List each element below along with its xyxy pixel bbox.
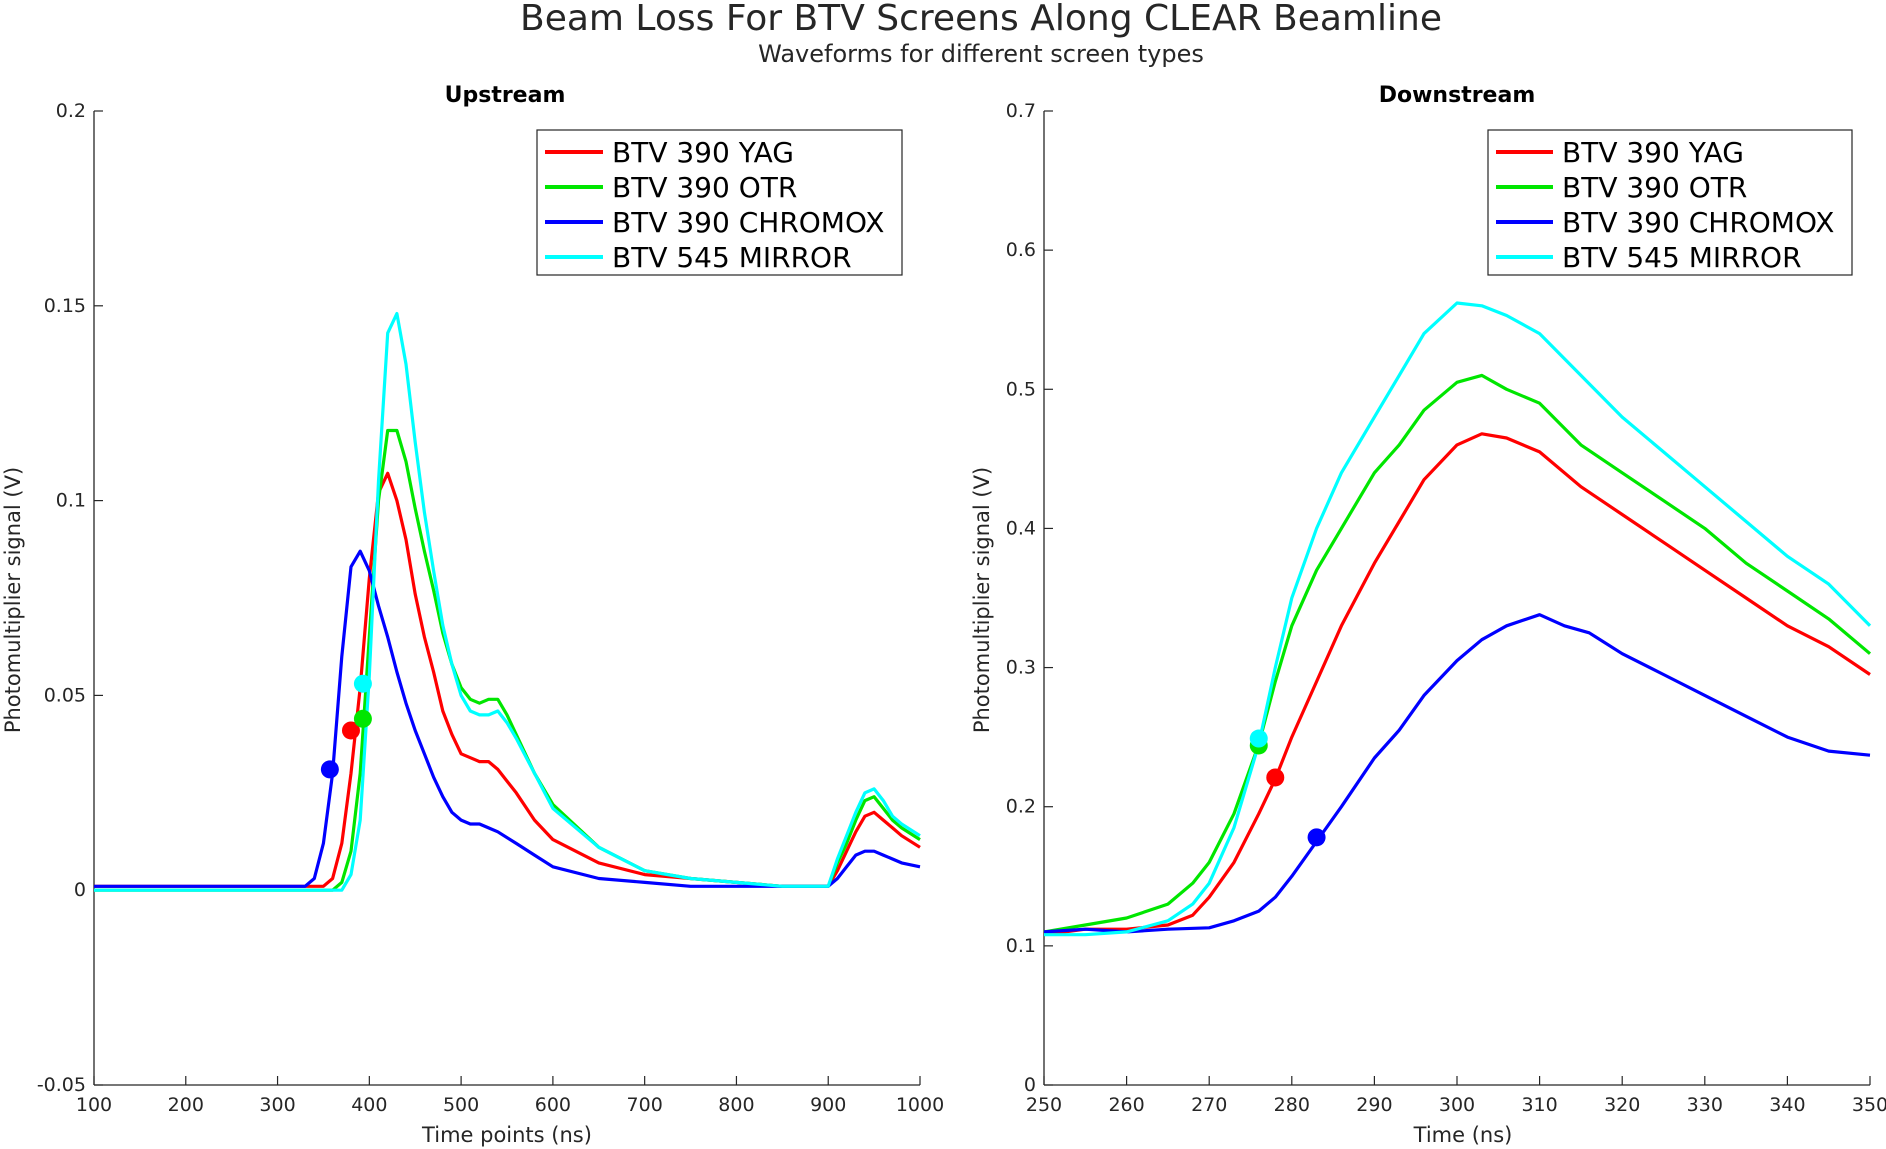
downstream-y-tick-label: 0.6 xyxy=(1006,239,1036,261)
upstream-x-axis-label: Time points (ns) xyxy=(421,1123,592,1147)
upstream-marker-btv-390-yag xyxy=(341,721,360,740)
upstream-x-tick-label: 500 xyxy=(443,1094,479,1116)
downstream-y-tick-label: 0 xyxy=(1024,1074,1036,1096)
upstream-x-tick-label: 400 xyxy=(351,1094,387,1116)
upstream-series-btv-390-chromox xyxy=(94,549,921,888)
upstream-y-tick-label: 0.05 xyxy=(44,684,86,706)
downstream-y-tick-label: 0.5 xyxy=(1006,378,1036,400)
upstream-y-tick-label: 0.2 xyxy=(56,100,86,122)
downstream-x-tick-label: 290 xyxy=(1356,1094,1392,1116)
upstream-x-tick-label: 1000 xyxy=(896,1094,944,1116)
downstream-legend-entry: BTV 390 CHROMOX xyxy=(1562,206,1834,239)
upstream-y-tick-label: 0 xyxy=(74,879,86,901)
downstream-x-tick-label: 280 xyxy=(1274,1094,1310,1116)
upstream-y-tick-label: 0.1 xyxy=(56,490,86,512)
figure-subtitle: Waveforms for different screen types xyxy=(758,40,1204,68)
downstream-series-btv-545-mirror xyxy=(1044,301,1872,937)
upstream-series-btv-390-otr xyxy=(94,428,921,892)
upstream-series-btv-390-yag xyxy=(94,471,921,888)
downstream-legend-entry: BTV 390 YAG xyxy=(1562,136,1744,169)
upstream-x-tick-label: 300 xyxy=(259,1094,295,1116)
downstream-axes-title: Downstream xyxy=(1379,83,1536,108)
upstream-x-tick-label: 700 xyxy=(627,1094,663,1116)
downstream-x-tick-label: 340 xyxy=(1769,1094,1805,1116)
upstream-marker-btv-545-mirror xyxy=(353,674,372,693)
upstream-legend-entry: BTV 390 OTR xyxy=(612,171,797,204)
upstream-x-tick-label: 800 xyxy=(718,1094,754,1116)
upstream-y-tick-label: 0.15 xyxy=(44,295,86,317)
downstream-legend-box xyxy=(1487,129,1853,276)
downstream-y-tick-label: 0.7 xyxy=(1006,100,1036,122)
downstream-legend-entry: BTV 390 OTR xyxy=(1562,171,1747,204)
downstream-y-tick-label: 0.2 xyxy=(1006,796,1036,818)
upstream-x-tick-label: 200 xyxy=(168,1094,204,1116)
downstream-marker-btv-390-chromox xyxy=(1307,828,1326,847)
upstream-axes-title: Upstream xyxy=(445,83,566,108)
upstream-y-tick-label: -0.05 xyxy=(37,1074,86,1096)
upstream-x-tick-label: 900 xyxy=(810,1094,846,1116)
downstream-x-tick-label: 310 xyxy=(1521,1094,1557,1116)
upstream-marker-btv-390-chromox xyxy=(320,760,339,779)
upstream-legend-entry: BTV 390 CHROMOX xyxy=(612,206,884,239)
downstream-legend-entry: BTV 545 MIRROR xyxy=(1562,241,1802,274)
downstream-y-tick-label: 0.4 xyxy=(1006,517,1036,539)
upstream-marker-btv-390-otr xyxy=(353,709,372,728)
downstream-y-tick-label: 0.3 xyxy=(1006,657,1036,679)
upstream-legend-entry: BTV 390 YAG xyxy=(612,136,794,169)
downstream-axes: Downstream Time (ns) Photomultiplier sig… xyxy=(970,83,1886,1147)
downstream-x-tick-label: 270 xyxy=(1191,1094,1227,1116)
upstream-x-tick-label: 100 xyxy=(76,1094,112,1116)
upstream-legend-entry: BTV 545 MIRROR xyxy=(612,241,852,274)
downstream-x-tick-label: 250 xyxy=(1026,1094,1062,1116)
downstream-x-axis-label: Time (ns) xyxy=(1413,1123,1513,1147)
upstream-y-axis-label: Photomultiplier signal (V) xyxy=(1,467,25,733)
upstream-legend-box xyxy=(536,129,903,276)
downstream-marker-btv-390-yag xyxy=(1266,768,1285,787)
figure-title: Beam Loss For BTV Screens Along CLEAR Be… xyxy=(520,0,1442,39)
downstream-x-tick-label: 350 xyxy=(1852,1094,1886,1116)
downstream-y-axis-label: Photomultiplier signal (V) xyxy=(970,467,994,733)
downstream-x-tick-label: 320 xyxy=(1604,1094,1640,1116)
upstream-series-btv-545-mirror xyxy=(94,312,921,892)
downstream-x-tick-label: 330 xyxy=(1687,1094,1723,1116)
downstream-y-tick-label: 0.1 xyxy=(1006,935,1036,957)
downstream-series-btv-390-otr xyxy=(1043,373,1872,934)
upstream-axes: Upstream Time points (ns) Photomultiplie… xyxy=(1,83,944,1147)
upstream-x-tick-label: 600 xyxy=(535,1094,571,1116)
downstream-x-tick-label: 260 xyxy=(1108,1094,1144,1116)
downstream-marker-btv-545-mirror xyxy=(1249,729,1268,748)
downstream-series-btv-390-chromox xyxy=(1043,613,1871,934)
downstream-series-btv-390-yag xyxy=(1043,432,1871,937)
downstream-x-tick-label: 300 xyxy=(1439,1094,1475,1116)
